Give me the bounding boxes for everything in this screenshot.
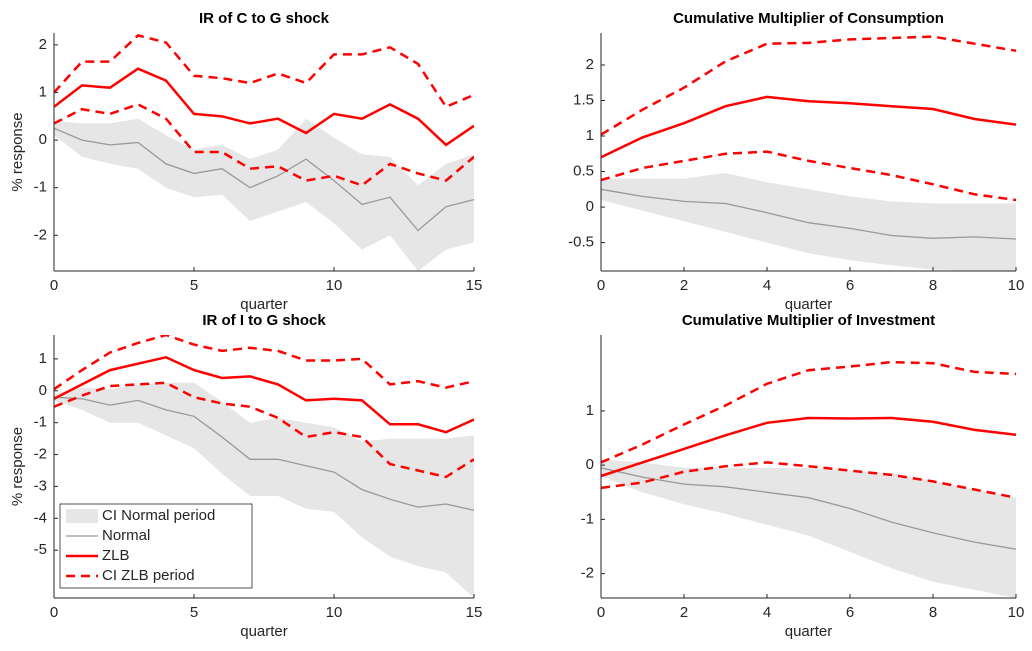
x-tick-label: 2 xyxy=(680,277,688,294)
plot-area xyxy=(601,35,1016,271)
ci-band xyxy=(601,459,1016,598)
y-tick-label: -1 xyxy=(34,179,47,196)
subplot-title: IR of C to G shock xyxy=(199,10,330,27)
ci-line xyxy=(601,360,1016,464)
series-line xyxy=(54,355,474,434)
ci-line xyxy=(601,35,1016,136)
plot-area xyxy=(54,335,474,598)
legend-swatch xyxy=(66,509,98,523)
y-tick-label: -2 xyxy=(581,565,594,582)
y-tick-label: 1 xyxy=(586,127,594,144)
y-tick-label: 1 xyxy=(39,350,47,367)
y-axis-label: % response xyxy=(9,427,26,506)
legend-label: ZLB xyxy=(102,547,130,564)
y-tick-label: -4 xyxy=(34,509,47,526)
y-tick-label: 0 xyxy=(586,198,594,215)
x-tick-label: 8 xyxy=(929,604,937,621)
legend-label: CI ZLB period xyxy=(102,567,195,584)
y-tick-label: -2 xyxy=(34,446,47,463)
y-tick-label: 1.5 xyxy=(573,91,594,108)
series-line xyxy=(601,188,1016,240)
y-tick-label: -1 xyxy=(34,414,47,431)
x-tick-label: 8 xyxy=(929,277,937,294)
subplot-title: IR of I to G shock xyxy=(202,312,326,329)
subplot-title: Cumulative Multiplier of Investment xyxy=(682,312,935,329)
y-tick-label: 0 xyxy=(586,456,594,473)
ci-band xyxy=(54,382,474,598)
x-tick-label: 0 xyxy=(50,277,58,294)
ci-line xyxy=(54,335,474,391)
y-tick-label: 1 xyxy=(586,402,594,419)
y-tick-label: -0.5 xyxy=(568,234,594,251)
ci-line xyxy=(54,381,474,479)
x-axis-label: quarter xyxy=(240,296,288,313)
x-tick-label: 5 xyxy=(190,277,198,294)
x-tick-label: 2 xyxy=(680,604,688,621)
x-tick-label: 15 xyxy=(466,277,483,294)
x-tick-label: 10 xyxy=(326,604,343,621)
series-line xyxy=(54,396,474,511)
y-axis-label: % response xyxy=(9,112,26,191)
x-tick-label: 0 xyxy=(597,604,605,621)
plot-area xyxy=(54,34,474,271)
ci-band xyxy=(54,118,474,271)
y-tick-label: -5 xyxy=(34,541,47,558)
x-tick-label: 4 xyxy=(763,604,771,621)
ci-line xyxy=(54,34,474,109)
x-tick-label: 10 xyxy=(1008,277,1025,294)
series-line xyxy=(601,467,1016,550)
x-tick-label: 0 xyxy=(50,604,58,621)
x-tick-label: 15 xyxy=(466,604,483,621)
x-tick-label: 5 xyxy=(190,604,198,621)
x-tick-label: 10 xyxy=(326,277,343,294)
x-axis-label: quarter xyxy=(785,296,833,313)
x-tick-label: 0 xyxy=(597,277,605,294)
ci-line xyxy=(601,461,1016,499)
legend-label: CI Normal period xyxy=(102,507,215,524)
ci-line xyxy=(54,103,474,187)
series-line xyxy=(54,67,474,147)
plot-area xyxy=(601,360,1016,598)
x-tick-label: 4 xyxy=(763,277,771,294)
y-tick-label: 0.5 xyxy=(573,163,594,180)
subplot-title: Cumulative Multiplier of Consumption xyxy=(673,10,944,27)
series-line xyxy=(54,127,474,232)
series-line xyxy=(601,416,1016,478)
y-tick-label: 0 xyxy=(39,131,47,148)
ci-band xyxy=(601,173,1016,271)
y-tick-label: 2 xyxy=(39,36,47,53)
y-tick-label: 0 xyxy=(39,382,47,399)
y-tick-label: 1 xyxy=(39,83,47,100)
x-tick-label: 10 xyxy=(1008,604,1025,621)
ci-line xyxy=(601,150,1016,202)
y-tick-label: -1 xyxy=(581,510,594,527)
y-tick-label: -3 xyxy=(34,477,47,494)
legend-label: Normal xyxy=(102,527,150,544)
x-axis-label: quarter xyxy=(785,623,833,640)
y-tick-label: 2 xyxy=(586,56,594,73)
x-axis-label: quarter xyxy=(240,623,288,640)
x-tick-label: 6 xyxy=(846,604,854,621)
series-line xyxy=(601,95,1016,159)
x-tick-label: 6 xyxy=(846,277,854,294)
y-tick-label: -2 xyxy=(34,226,47,243)
